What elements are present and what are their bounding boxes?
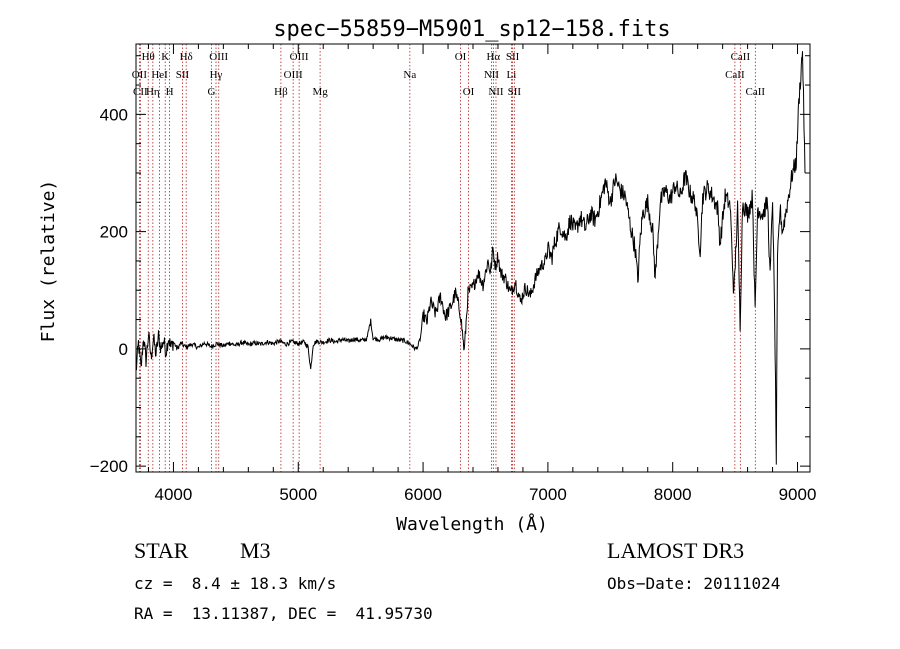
spectral-line-label: K <box>161 51 169 63</box>
spectral-line-label: CaII <box>746 86 766 98</box>
y-tick-label: 400 <box>100 105 128 124</box>
spectral-line-label: OII <box>132 69 148 81</box>
spectral-line-label: Hδ <box>180 51 193 63</box>
spectral-line-label: OIII <box>284 69 303 81</box>
x-tick-label: 9000 <box>779 485 817 504</box>
redshift-velocity: cz = 8.4 ± 18.3 km/s <box>134 574 337 593</box>
y-tick-label: 200 <box>100 223 128 242</box>
spectral-line-label: CaII <box>725 69 745 81</box>
spectral-line-label: NII <box>488 86 504 98</box>
x-tick-label: 7000 <box>529 485 567 504</box>
x-tick-label: 5000 <box>279 485 317 504</box>
spectral-line-label: NII <box>484 69 500 81</box>
spectral-line-label: CaII <box>731 51 751 63</box>
axis-ticks: 4000 5000 6000 7000 8000 9000 −200 0 200 400 <box>90 44 817 504</box>
spectral-line-label: H <box>166 86 174 98</box>
y-axis-label: Flux (relative) <box>38 180 59 343</box>
x-axis-label: Wavelength (Å) <box>396 513 548 535</box>
spectral-line-label: Hα <box>486 51 500 63</box>
sky-coordinates: RA = 13.11387, DEC = 41.95730 <box>134 604 433 623</box>
spectral-line-label: HeI <box>151 69 168 81</box>
spectral-line-label: OI <box>463 86 475 98</box>
spectral-line-label: Mg <box>312 86 328 98</box>
spectral-line-label: OIII <box>209 51 228 63</box>
object-type: STAR <box>134 538 189 563</box>
spectral-line-label: OI <box>455 51 467 63</box>
spectral-line-label: G <box>208 86 216 98</box>
spectral-line-label: SII <box>176 69 190 81</box>
observation-date: Obs−Date: 20111024 <box>607 574 781 593</box>
spectral-line-label: Li <box>507 69 517 81</box>
y-tick-label: 0 <box>119 340 128 359</box>
spectral-line-label: Hβ <box>274 86 288 98</box>
spectral-line-label: Hγ <box>210 69 223 81</box>
spectral-line-label: SII <box>508 86 522 98</box>
x-tick-label: 8000 <box>654 485 692 504</box>
spectrum-line <box>135 51 806 465</box>
chart-title: spec−55859−M5901_sp12−158.fits <box>273 17 670 42</box>
spectral-line-label: Hη <box>146 86 160 98</box>
spectral-line-label: OIII <box>290 51 309 63</box>
plot-frame <box>135 43 811 473</box>
object-subclass: M3 <box>240 538 271 563</box>
x-tick-label: 6000 <box>404 485 442 504</box>
spectral-line-label: Hθ <box>142 51 155 63</box>
spectral-line-markers <box>138 44 756 472</box>
spectral-line-label: Na <box>403 69 416 81</box>
survey-name: LAMOST DR3 <box>607 538 745 563</box>
spectral-line-label: SII <box>506 51 520 63</box>
spectral-line-label: CII <box>133 86 148 98</box>
y-tick-label: −200 <box>90 457 128 476</box>
x-tick-label: 4000 <box>155 485 193 504</box>
